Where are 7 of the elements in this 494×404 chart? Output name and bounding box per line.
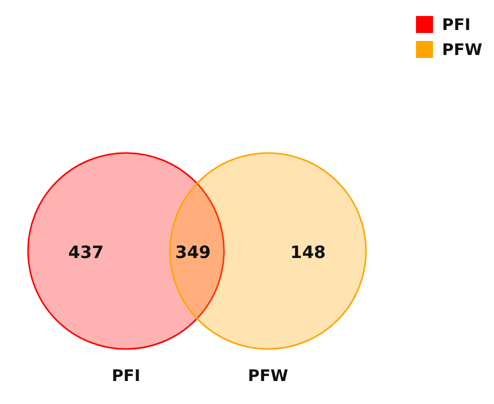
- data-label: 437: [68, 243, 104, 263]
- text: 349: [175, 243, 211, 263]
- category-label: PFI: [112, 366, 140, 385]
- legend-label: PFI: [442, 15, 471, 34]
- category-label: PFW: [248, 366, 288, 385]
- data-label: 148: [290, 243, 326, 263]
- legend-label: PFW: [442, 40, 483, 59]
